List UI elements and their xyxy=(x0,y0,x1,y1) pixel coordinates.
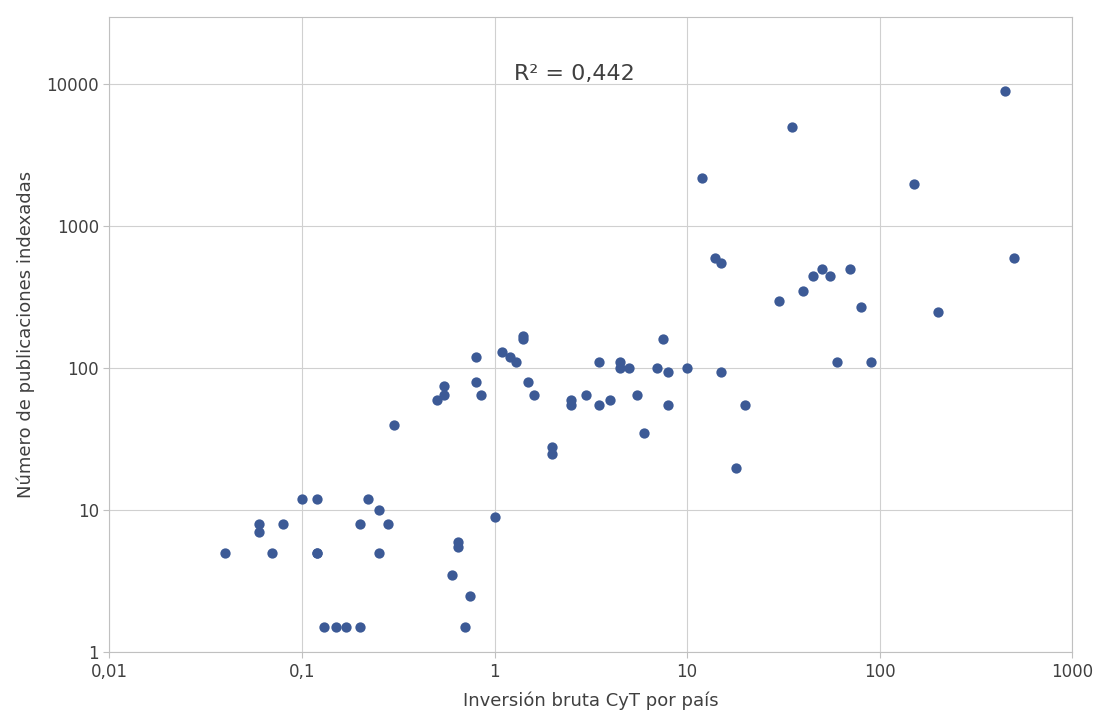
Point xyxy=(544,441,562,453)
Point xyxy=(929,306,947,318)
Point xyxy=(862,357,880,369)
Point xyxy=(359,494,376,505)
Point xyxy=(467,377,485,388)
Point xyxy=(770,295,788,307)
Point xyxy=(694,172,712,184)
Point xyxy=(563,399,581,411)
Point xyxy=(385,419,403,430)
Point xyxy=(783,121,800,133)
Point xyxy=(309,494,326,505)
Point xyxy=(612,363,629,374)
Point xyxy=(380,518,397,530)
Point xyxy=(591,357,608,369)
Point xyxy=(494,346,512,358)
Point xyxy=(905,178,922,190)
Point xyxy=(577,389,595,401)
Point xyxy=(274,518,292,530)
Point xyxy=(250,526,268,538)
Point xyxy=(563,394,581,406)
Point xyxy=(327,622,345,633)
Point xyxy=(654,334,672,345)
Point xyxy=(820,270,838,281)
Point xyxy=(263,547,281,559)
Point xyxy=(841,263,859,275)
Point xyxy=(813,263,830,275)
Point xyxy=(309,547,326,559)
Point xyxy=(648,363,666,374)
Point xyxy=(427,394,445,406)
Point xyxy=(351,518,369,530)
Point xyxy=(612,357,629,369)
Point xyxy=(602,394,619,406)
Point xyxy=(736,399,754,411)
Point xyxy=(467,351,485,363)
Point xyxy=(456,622,474,633)
Point xyxy=(794,285,811,297)
Point xyxy=(727,462,745,473)
Point xyxy=(713,257,730,269)
Point xyxy=(852,301,870,313)
Point xyxy=(337,622,355,633)
Point xyxy=(514,334,532,345)
Point xyxy=(706,252,724,264)
Point xyxy=(636,427,654,439)
Point xyxy=(804,270,821,281)
Point xyxy=(293,494,311,505)
Point xyxy=(828,357,846,369)
Point xyxy=(591,399,608,411)
Point xyxy=(659,366,677,377)
Y-axis label: Número de publicaciones indexadas: Número de publicaciones indexadas xyxy=(17,171,36,498)
Point xyxy=(628,389,646,401)
Point xyxy=(472,389,490,401)
Point xyxy=(435,389,453,401)
Point xyxy=(620,363,638,374)
Point xyxy=(462,590,480,602)
Point xyxy=(1006,252,1023,264)
Point xyxy=(525,389,543,401)
Point xyxy=(315,622,333,633)
Point xyxy=(501,351,518,363)
Point xyxy=(370,547,387,559)
Point xyxy=(659,399,677,411)
Point xyxy=(351,622,369,633)
Point xyxy=(450,542,467,553)
Point xyxy=(678,363,696,374)
Point xyxy=(544,448,562,459)
Point xyxy=(713,366,730,377)
Point xyxy=(514,330,532,342)
Point xyxy=(370,505,387,516)
Point xyxy=(450,536,467,547)
Point xyxy=(485,511,503,523)
Point xyxy=(519,377,537,388)
Point xyxy=(216,547,234,559)
Point xyxy=(435,380,453,392)
Point xyxy=(997,85,1015,97)
Point xyxy=(443,569,461,581)
Point xyxy=(250,518,268,530)
X-axis label: Inversión bruta CyT por país: Inversión bruta CyT por país xyxy=(463,692,718,710)
Point xyxy=(507,357,525,369)
Point xyxy=(309,547,326,559)
Text: R² = 0,442: R² = 0,442 xyxy=(514,64,635,84)
